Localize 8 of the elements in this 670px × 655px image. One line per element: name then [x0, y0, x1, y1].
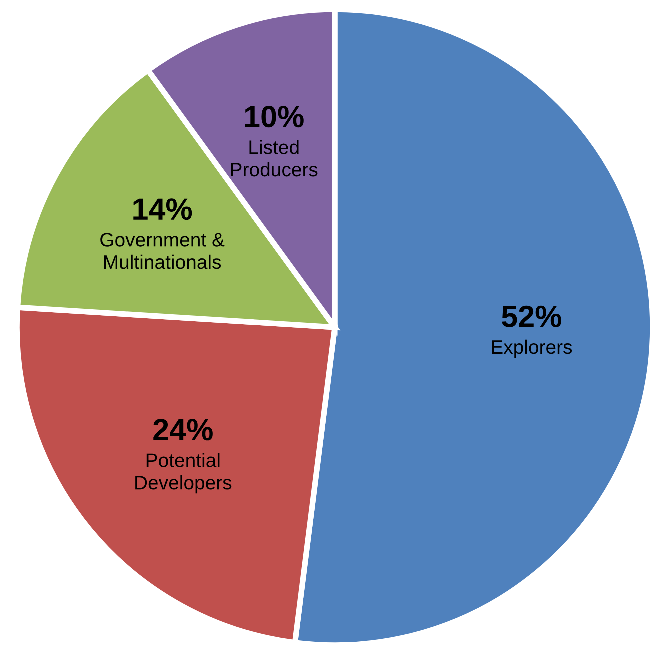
data-label: 14%: [134, 198, 192, 220]
slice-label: Listed Producers: [231, 140, 318, 177]
data-label: 24%: [154, 419, 213, 441]
data-label: 10%: [245, 106, 304, 128]
slice-label: Government & Multinationals: [100, 233, 225, 270]
data-label: 52%: [502, 306, 562, 328]
slice-label: Explorers: [492, 340, 572, 358]
slice-label: Potential Developers: [136, 453, 232, 494]
